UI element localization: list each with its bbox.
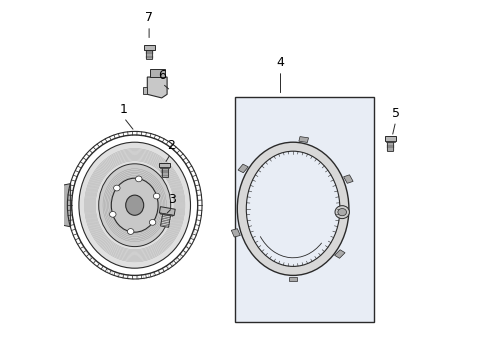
Polygon shape xyxy=(386,141,392,150)
Text: 6: 6 xyxy=(158,69,166,82)
Polygon shape xyxy=(57,184,70,227)
Polygon shape xyxy=(159,163,170,167)
Polygon shape xyxy=(146,50,152,59)
Polygon shape xyxy=(160,213,173,216)
Text: 1: 1 xyxy=(120,103,127,116)
Ellipse shape xyxy=(79,142,190,268)
Polygon shape xyxy=(343,175,352,183)
Ellipse shape xyxy=(337,208,346,216)
Text: 3: 3 xyxy=(168,193,176,206)
Polygon shape xyxy=(142,87,147,94)
Polygon shape xyxy=(143,45,155,50)
Text: 4: 4 xyxy=(276,57,284,69)
Ellipse shape xyxy=(135,176,142,182)
Ellipse shape xyxy=(99,164,170,247)
Ellipse shape xyxy=(127,229,134,234)
Polygon shape xyxy=(161,167,167,177)
Text: 5: 5 xyxy=(391,107,399,120)
Text: 7: 7 xyxy=(145,12,153,24)
Ellipse shape xyxy=(125,195,143,215)
Polygon shape xyxy=(334,250,345,258)
Bar xyxy=(235,97,373,322)
Polygon shape xyxy=(238,164,248,173)
Polygon shape xyxy=(160,167,169,168)
Polygon shape xyxy=(385,141,394,142)
Polygon shape xyxy=(384,136,395,141)
Polygon shape xyxy=(147,77,167,98)
Ellipse shape xyxy=(109,211,116,217)
Ellipse shape xyxy=(153,193,160,199)
Polygon shape xyxy=(150,69,164,77)
Text: 2: 2 xyxy=(166,139,174,152)
Polygon shape xyxy=(231,229,240,237)
Ellipse shape xyxy=(149,220,156,225)
Polygon shape xyxy=(46,198,57,212)
Polygon shape xyxy=(159,207,175,216)
Ellipse shape xyxy=(111,178,158,232)
Ellipse shape xyxy=(334,206,349,219)
Polygon shape xyxy=(288,277,297,282)
Polygon shape xyxy=(160,213,170,228)
Ellipse shape xyxy=(113,185,120,191)
Polygon shape xyxy=(237,142,348,275)
Polygon shape xyxy=(298,136,308,143)
Ellipse shape xyxy=(70,133,199,277)
